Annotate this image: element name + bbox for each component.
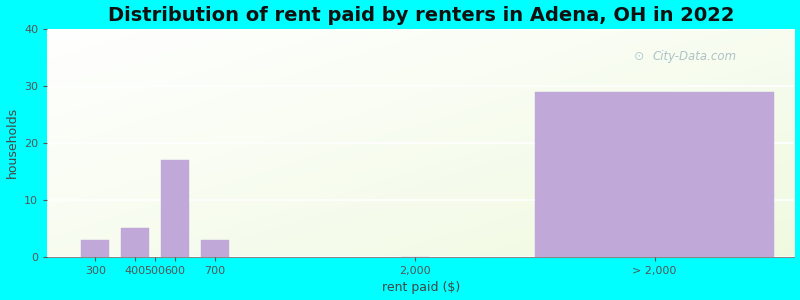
- Text: City-Data.com: City-Data.com: [653, 50, 737, 63]
- Bar: [82, 240, 109, 257]
- Bar: [201, 240, 229, 257]
- Y-axis label: households: households: [6, 107, 18, 178]
- Title: Distribution of rent paid by renters in Adena, OH in 2022: Distribution of rent paid by renters in …: [108, 6, 734, 25]
- Text: ⊙: ⊙: [634, 50, 644, 63]
- X-axis label: rent paid ($): rent paid ($): [382, 281, 460, 294]
- Bar: [121, 228, 149, 257]
- Bar: [534, 92, 774, 257]
- Bar: [161, 160, 189, 257]
